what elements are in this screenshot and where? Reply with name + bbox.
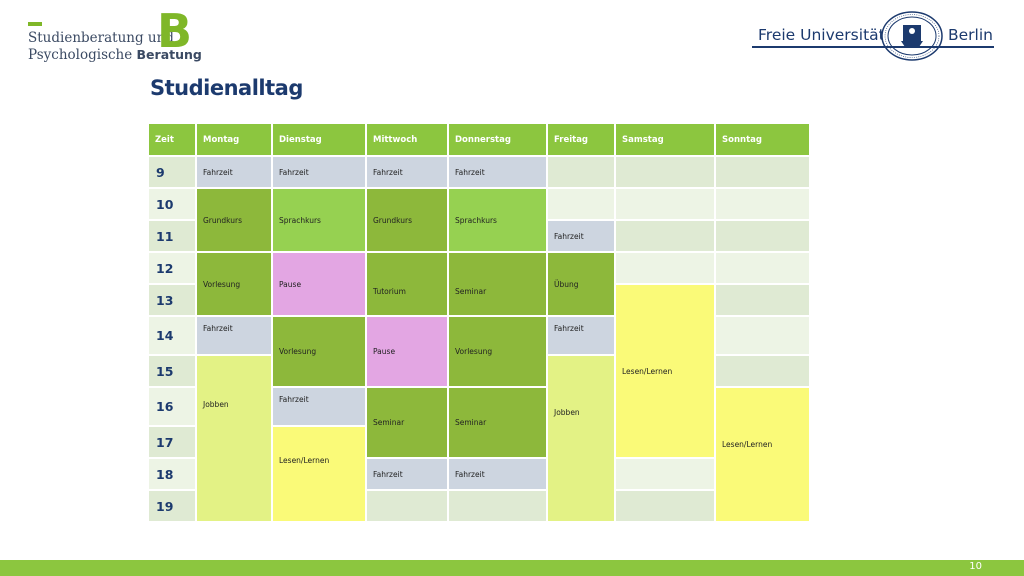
schedule-cell: Tutorium [366,252,448,316]
fu-berlin-logo: Freie Universität Berlin [752,10,1002,62]
schedule-cell: Lesen/Lernen [272,426,366,522]
header-samstag: Samstag [615,123,715,156]
time-cell: 18 [148,458,196,490]
logo-line-2a: Psychologische [28,47,137,63]
time-cell: 16 [148,387,196,426]
schedule-cell: Vorlesung [196,252,272,316]
fu-seal-icon [881,11,943,61]
empty-cell [366,490,448,522]
time-cell: 15 [148,355,196,387]
empty-cell [715,156,810,188]
empty-cell [547,156,615,188]
header-donnerstag: Donnerstag [448,123,547,156]
fu-text-right: Berlin [948,26,993,44]
page-number: 10 [969,561,982,572]
schedule-cell: Vorlesung [448,316,547,387]
header-montag: Montag [196,123,272,156]
schedule-cell: Pause [366,316,448,387]
empty-cell [615,188,715,220]
schedule-cell: Pause [272,252,366,316]
table-row: 13 Lesen/Lernen [148,284,810,458]
schedule-table: Zeit Montag Dienstag Mittwoch Donnerstag… [148,123,810,522]
schedule-cell: Seminar [448,252,547,316]
time-cell: 9 [148,156,196,188]
schedule-cell: Fahrzeit [196,156,272,188]
empty-cell [615,490,715,522]
schedule-cell: Grundkurs [366,188,448,252]
page-title: Studienalltag [150,76,303,100]
logo-line-2b: Beratung [136,47,202,62]
table-row: 9 Fahrzeit Fahrzeit Fahrzeit Fahrzeit [148,156,810,188]
schedule-cell: Seminar [366,387,448,458]
time-cell: 13 [148,284,196,316]
table-row: 16 Fahrzeit Seminar Seminar Lesen/Lernen [148,387,810,522]
schedule-cell: Sprachkurs [448,188,547,252]
time-cell: 19 [148,490,196,522]
table-row: 12 Vorlesung Pause Tutorium Seminar Übun… [148,252,810,316]
schedule-cell: Jobben [196,355,272,522]
schedule-cell: Sprachkurs [272,188,366,252]
schedule-cell: Fahrzeit [272,156,366,188]
table-row: 10 Grundkurs Sprachkurs Grundkurs Sprach… [148,188,810,252]
schedule-cell: Fahrzeit [448,156,547,188]
empty-cell [615,252,715,284]
header-row: Zeit Montag Dienstag Mittwoch Donnerstag… [148,123,810,156]
logo-line-2: Psychologische Beratung [28,47,202,63]
logo-line-1: Studienberatung und [28,30,174,46]
empty-cell [715,284,810,316]
empty-cell [715,355,810,387]
table-row: 11 Fahrzeit [148,220,810,252]
schedule-cell: Lesen/Lernen [715,387,810,522]
header-zeit: Zeit [148,123,196,156]
table-row: 19 [148,490,810,522]
empty-cell [615,220,715,252]
schedule-cell: Übung [547,252,615,316]
header-sonntag: Sonntag [715,123,810,156]
time-cell: 12 [148,252,196,284]
schedule-cell: Seminar [448,387,547,458]
header-dienstag: Dienstag [272,123,366,156]
empty-cell [715,252,810,284]
table-row: 14 Fahrzeit Vorlesung Pause Vorlesung Fa… [148,316,810,387]
schedule-cell: Vorlesung [272,316,366,387]
schedule-cell: Jobben [547,355,615,522]
schedule-cell: Lesen/Lernen [615,284,715,458]
empty-cell [615,156,715,188]
empty-cell [615,458,715,490]
time-cell: 11 [148,220,196,252]
table-row: 17 Lesen/Lernen [148,426,810,522]
footer-bar [0,560,1024,576]
time-cell: 17 [148,426,196,458]
table-row: 15 Jobben Jobben [148,355,810,522]
header-mittwoch: Mittwoch [366,123,448,156]
logo-b-mark: B [157,4,193,58]
fu-text-left: Freie Universität [758,26,885,44]
schedule-cell: Fahrzeit [448,458,547,490]
logo-accent-bar [28,22,42,26]
empty-cell [715,220,810,252]
schedule-cell: Fahrzeit [547,220,615,252]
schedule-cell: Grundkurs [196,188,272,252]
empty-cell [448,490,547,522]
logo-rule [752,46,994,48]
table-row: 18 Fahrzeit Fahrzeit [148,458,810,490]
empty-cell [715,316,810,355]
schedule-cell: Fahrzeit [272,387,366,426]
schedule-cell: Fahrzeit [366,458,448,490]
schedule-cell: Fahrzeit [366,156,448,188]
time-cell: 10 [148,188,196,220]
header-freitag: Freitag [547,123,615,156]
time-cell: 14 [148,316,196,355]
empty-cell [547,188,615,220]
schedule-cell: Fahrzeit [547,316,615,355]
empty-cell [715,188,810,220]
studienberatung-logo: Studienberatung und Psychologische Berat… [26,8,202,64]
schedule-cell: Fahrzeit [196,316,272,355]
